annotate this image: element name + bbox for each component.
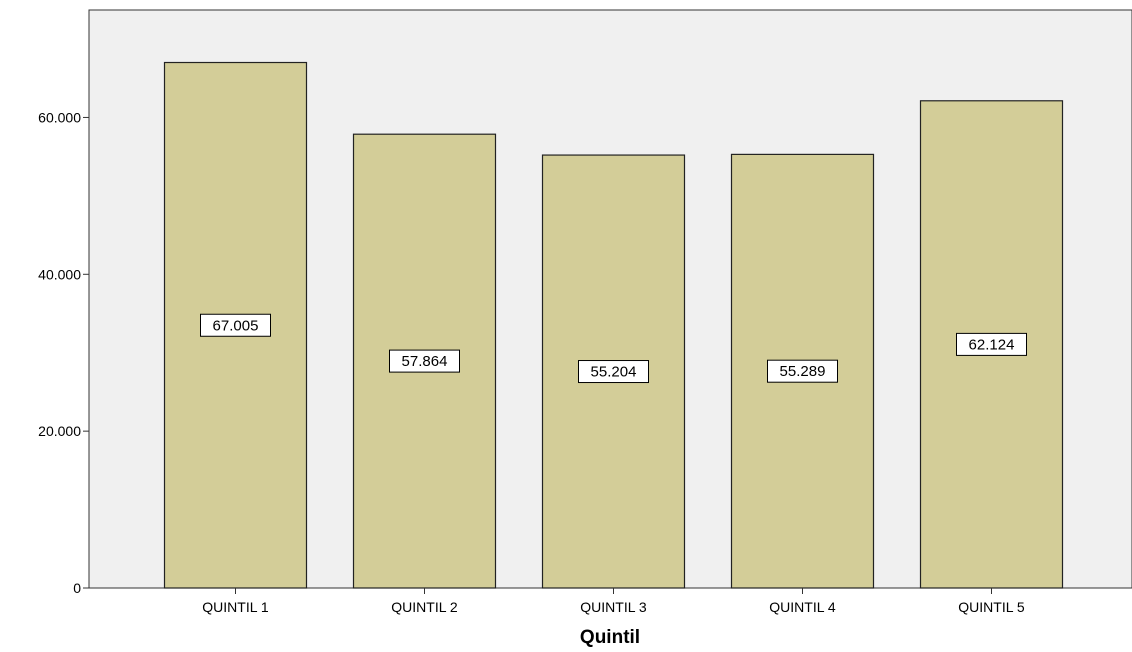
y-tick-label: 20.000 [38,423,81,439]
x-tick-label: QUINTIL 4 [769,599,836,615]
x-axis: QUINTIL 1 QUINTIL 2 QUINTIL 3 QUINTIL 4 QUIN… [202,588,1025,615]
x-tick-label: QUINTIL 3 [580,599,647,615]
data-label: 55.204 [591,364,637,381]
data-label-box [578,360,649,384]
x-axis-title: Quintil [580,627,640,648]
y-axis: 0 20.000 40.000 60.000 [38,109,89,596]
data-label-box [389,349,460,373]
data-label-box [767,359,838,383]
y-tick-label: 60.000 [38,109,81,125]
y-tick-label: 0 [73,580,81,596]
data-label: 57.864 [402,353,448,370]
x-tick-label: QUINTIL 2 [391,599,458,615]
data-label-box [200,313,271,337]
y-tick-label: 40.000 [38,266,81,282]
data-label: 67.005 [213,317,259,334]
x-tick-label: QUINTIL 5 [958,599,1025,615]
data-label: 62.124 [969,336,1015,353]
data-label-box [956,332,1027,356]
data-label: 55.289 [780,363,826,380]
x-tick-label: QUINTIL 1 [202,599,269,615]
bars: 67.005 57.864 55.204 55.289 62.124 [163,61,1064,589]
